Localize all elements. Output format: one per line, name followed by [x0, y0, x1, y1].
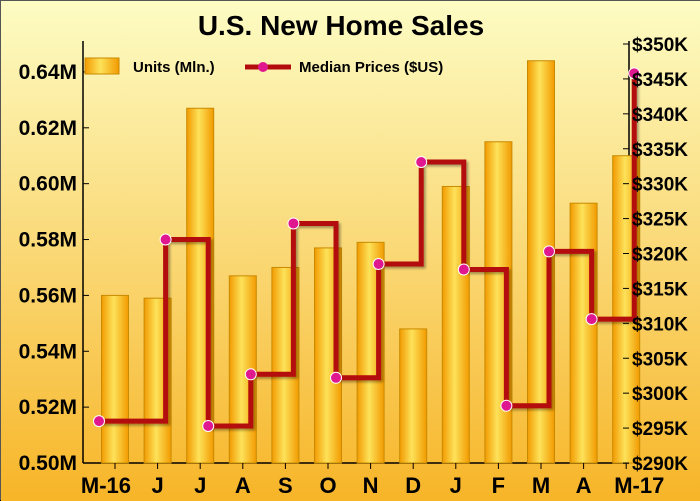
left-tick-label: 0.64M [19, 61, 77, 84]
right-tick-label: $335K [632, 140, 688, 161]
right-tick-label: $290K [632, 454, 688, 475]
right-tick-label: $340K [632, 105, 688, 126]
legend-label-units: Units (Mln.) [133, 59, 215, 76]
price-marker [287, 217, 300, 230]
right-tick-label: $325K [632, 210, 688, 231]
right-axis-ticks: $290K $295K $300K $305K $310K $315K $320K $325K… [623, 35, 688, 475]
right-tick-label: $330K [632, 175, 688, 196]
x-tick-label: D [405, 473, 421, 498]
price-marker [585, 313, 598, 326]
left-tick-label: 0.62M [19, 117, 77, 140]
legend-marker-swatch [258, 62, 268, 72]
bar [399, 328, 428, 464]
price-marker [543, 245, 555, 258]
x-tick-label: J [151, 473, 163, 498]
price-line-series [93, 67, 641, 432]
price-marker [500, 399, 513, 412]
legend-bar-swatch [84, 57, 120, 75]
chart-title: U.S. New Home Sales [198, 10, 484, 41]
price-marker [244, 368, 257, 381]
price-marker [159, 233, 172, 246]
right-tick-label: $310K [632, 314, 688, 335]
left-tick-label: 0.58M [19, 229, 77, 252]
x-tick-label: J [194, 473, 206, 498]
left-tick-label: 0.60M [19, 173, 77, 196]
x-tick-label: F [492, 473, 505, 498]
legend: Units (Mln.) Median Prices ($US) [84, 57, 443, 76]
left-tick-label: 0.50M [19, 452, 77, 475]
left-axis-ticks: 0.50M 0.52M 0.54M 0.56M 0.58M 0.60M 0.62M 0.64M [19, 61, 89, 475]
right-tick-label: $295K [632, 419, 688, 440]
right-tick-label: $305K [632, 349, 688, 370]
x-tick-label: A [576, 473, 592, 498]
price-marker [457, 263, 470, 276]
price-marker [93, 415, 105, 428]
x-tick-label: M-16 [81, 473, 131, 498]
x-tick-label: M-17 [614, 473, 664, 498]
x-tick-label: A [235, 473, 251, 498]
x-tick-label: N [363, 473, 379, 498]
price-marker [202, 419, 215, 432]
x-axis-ticks: M-16 J J A S O N D J F M A M-17 [81, 463, 664, 498]
right-tick-label: $300K [632, 384, 688, 405]
bar [101, 294, 129, 464]
right-tick-label: $350K [632, 35, 688, 56]
legend-label-prices: Median Prices ($US) [299, 59, 443, 76]
left-tick-label: 0.52M [19, 396, 77, 419]
price-marker [628, 67, 641, 80]
right-tick-label: $345K [632, 70, 688, 91]
x-tick-label: O [319, 473, 336, 498]
price-marker [415, 156, 428, 169]
x-tick-label: J [450, 473, 462, 498]
price-marker [372, 257, 385, 270]
bar [569, 202, 598, 464]
left-tick-label: 0.54M [19, 340, 77, 363]
left-tick-label: 0.56M [19, 284, 77, 307]
right-tick-label: $315K [632, 279, 688, 300]
price-marker [330, 371, 342, 384]
right-tick-label: $320K [632, 245, 688, 266]
x-tick-label: M [532, 473, 550, 498]
x-tick-label: S [278, 473, 293, 498]
